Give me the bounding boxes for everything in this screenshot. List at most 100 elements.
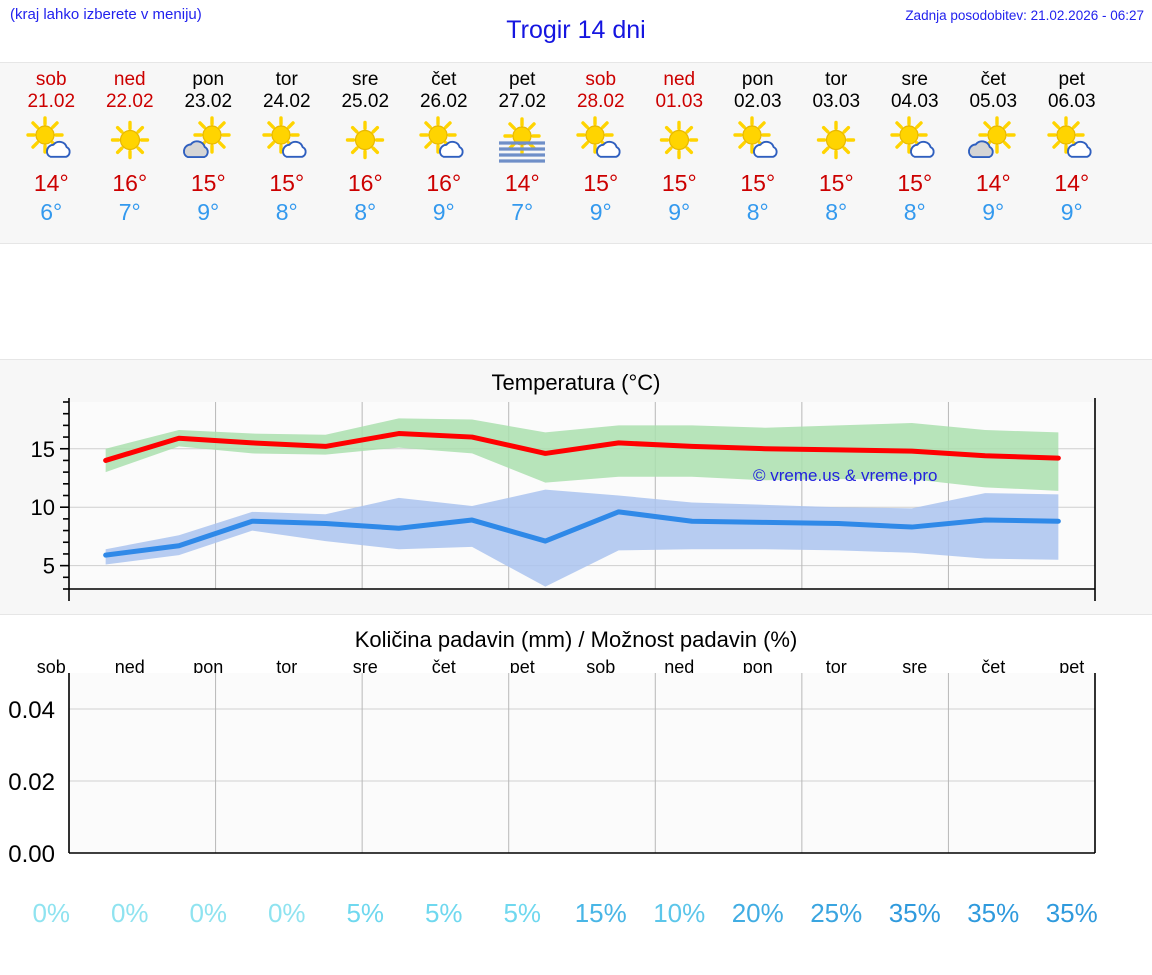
day-temp-max: 15° <box>190 170 226 196</box>
sun-small-cloud-icon <box>884 116 946 164</box>
svg-text:0.04: 0.04 <box>8 697 55 724</box>
day-temp-max: 16° <box>347 170 383 196</box>
day-of-week: čet <box>980 69 1006 90</box>
page-title: Trogir 14 dni <box>506 16 646 44</box>
day-column[interactable]: pon 23.02 15° 9° <box>169 63 248 243</box>
day-date: 24.02 <box>262 91 311 112</box>
day-of-week: ned <box>663 69 696 90</box>
day-temp-min: 9° <box>432 199 455 225</box>
day-of-week: tor <box>275 69 298 90</box>
day-date: 28.02 <box>576 91 625 112</box>
precipitation-probability: 5% <box>346 898 385 928</box>
day-temp-min: 8° <box>746 199 769 225</box>
precipitation-day-label: pon <box>742 657 773 677</box>
day-column[interactable]: sob 28.02 15° 9° <box>562 63 641 243</box>
day-date: 01.03 <box>655 91 704 112</box>
precipitation-chart-section: Količina padavin (mm) / Možnost padavin … <box>0 615 1152 945</box>
day-date: 21.02 <box>27 91 76 112</box>
day-column[interactable]: pet 27.02 14° 7° <box>483 63 562 243</box>
day-of-week: tor <box>825 69 848 90</box>
day-temp-max: 15° <box>818 170 854 196</box>
day-temp-max: 16° <box>112 170 148 196</box>
svg-text:0.02: 0.02 <box>8 769 55 796</box>
day-column[interactable]: čet 26.02 16° 9° <box>405 63 484 243</box>
sun-small-cloud-icon <box>1041 116 1103 164</box>
precipitation-day-label: sob <box>36 657 66 677</box>
svg-text:10: 10 <box>31 495 55 520</box>
day-date: 05.03 <box>969 91 1018 112</box>
sun-small-cloud-icon <box>20 116 82 164</box>
day-temp-max: 15° <box>661 170 697 196</box>
day-temp-min: 7° <box>118 199 141 225</box>
day-date: 03.03 <box>812 91 861 112</box>
day-column[interactable]: ned 22.02 16° 7° <box>91 63 170 243</box>
day-temp-min: 8° <box>825 199 848 225</box>
last-updated: Zadnja posodobitev: 21.02.2026 - 06:27 <box>905 8 1144 23</box>
precipitation-day-label: sre <box>902 657 928 677</box>
day-column[interactable]: pon 02.03 15° 8° <box>719 63 798 243</box>
day-of-week: pet <box>509 69 536 90</box>
precipitation-day-label: pet <box>1059 657 1085 677</box>
day-column[interactable]: sre 04.03 15° 8° <box>876 63 955 243</box>
precipitation-probability: 35% <box>1045 898 1098 928</box>
day-column[interactable]: tor 24.02 15° 8° <box>248 63 327 243</box>
precipitation-day-label: čet <box>981 657 1006 677</box>
sun-gray-cloud-icon <box>962 116 1024 164</box>
copyright-label: © vreme.us & vreme.pro <box>753 466 938 485</box>
svg-text:15: 15 <box>31 437 55 462</box>
temperature-plot: 5 10 15 <box>0 394 1152 609</box>
precipitation-probability-row: 0% 0% 0% 0% 5% 5% 5% 15% 10% 20% 25% 35% 35% 35% <box>0 898 1152 929</box>
precipitation-day-label: čet <box>431 657 456 677</box>
day-column[interactable]: tor 03.03 15° 8° <box>797 63 876 243</box>
day-date: 27.02 <box>498 91 547 112</box>
precipitation-plot: 0.00 0.02 0.04 <box>0 667 1152 915</box>
sun-gray-cloud-icon <box>177 116 239 164</box>
day-temp-max: 14° <box>504 170 540 196</box>
day-column[interactable]: sre 25.02 16° 8° <box>326 63 405 243</box>
day-column[interactable]: pet 06.03 14° 9° <box>1033 63 1112 243</box>
day-of-week: ned <box>113 69 146 90</box>
temperature-chart-section: Temperatura (°C) 5 10 15 <box>0 359 1152 615</box>
menu-hint: (kraj lahko izberete v meniju) <box>10 6 202 23</box>
precipitation-probability: 5% <box>424 898 463 928</box>
svg-text:0.00: 0.00 <box>8 841 55 868</box>
sun-small-cloud-icon <box>727 116 789 164</box>
day-temp-max: 15° <box>897 170 933 196</box>
day-column[interactable]: ned 01.03 15° 9° <box>640 63 719 243</box>
day-of-week: sre <box>901 69 928 90</box>
day-temp-min: 8° <box>275 199 298 225</box>
precipitation-probability: 5% <box>503 898 542 928</box>
day-temp-min: 9° <box>982 199 1005 225</box>
day-temp-min: 9° <box>668 199 691 225</box>
temperature-chart-title: Temperatura (°C) <box>491 370 661 395</box>
day-of-week: čet <box>431 69 457 90</box>
precipitation-day-labels: sob ned pon tor sre čet pet sob ned pon tor sre čet p… <box>0 657 1152 681</box>
precipitation-day-label: pon <box>193 657 224 677</box>
day-date: 04.03 <box>890 91 939 112</box>
precipitation-probability: 0% <box>32 898 71 928</box>
day-temp-min: 8° <box>903 199 926 225</box>
day-column[interactable]: sob 21.02 14° 6° <box>12 63 91 243</box>
precipitation-probability: 10% <box>653 898 706 928</box>
precipitation-day-label: pet <box>509 657 535 677</box>
day-date: 25.02 <box>341 91 390 112</box>
page-header: (kraj lahko izberete v meniju) Trogir 14… <box>0 0 1152 62</box>
sun-small-cloud-icon <box>413 116 475 164</box>
day-temp-min: 9° <box>589 199 612 225</box>
day-temp-max: 14° <box>1054 170 1090 196</box>
precipitation-day-label: sob <box>586 657 616 677</box>
day-of-week: sre <box>352 69 379 90</box>
day-date: 26.02 <box>419 91 468 112</box>
daily-forecast-strip: sob 21.02 14° 6° ned 22.02 16° 7° pon 23.02 15° 9° t… <box>0 62 1152 244</box>
precipitation-probability: 15% <box>574 898 627 928</box>
svg-text:5: 5 <box>43 554 55 579</box>
precipitation-day-label: ned <box>114 657 145 677</box>
day-temp-max: 15° <box>583 170 619 196</box>
precipitation-probability: 0% <box>267 898 306 928</box>
day-date: 02.03 <box>733 91 782 112</box>
day-of-week: sob <box>35 69 67 90</box>
day-of-week: pet <box>1058 69 1085 90</box>
day-column[interactable]: čet 05.03 14° 9° <box>954 63 1033 243</box>
precipitation-probability: 25% <box>810 898 863 928</box>
precipitation-probability: 20% <box>731 898 784 928</box>
